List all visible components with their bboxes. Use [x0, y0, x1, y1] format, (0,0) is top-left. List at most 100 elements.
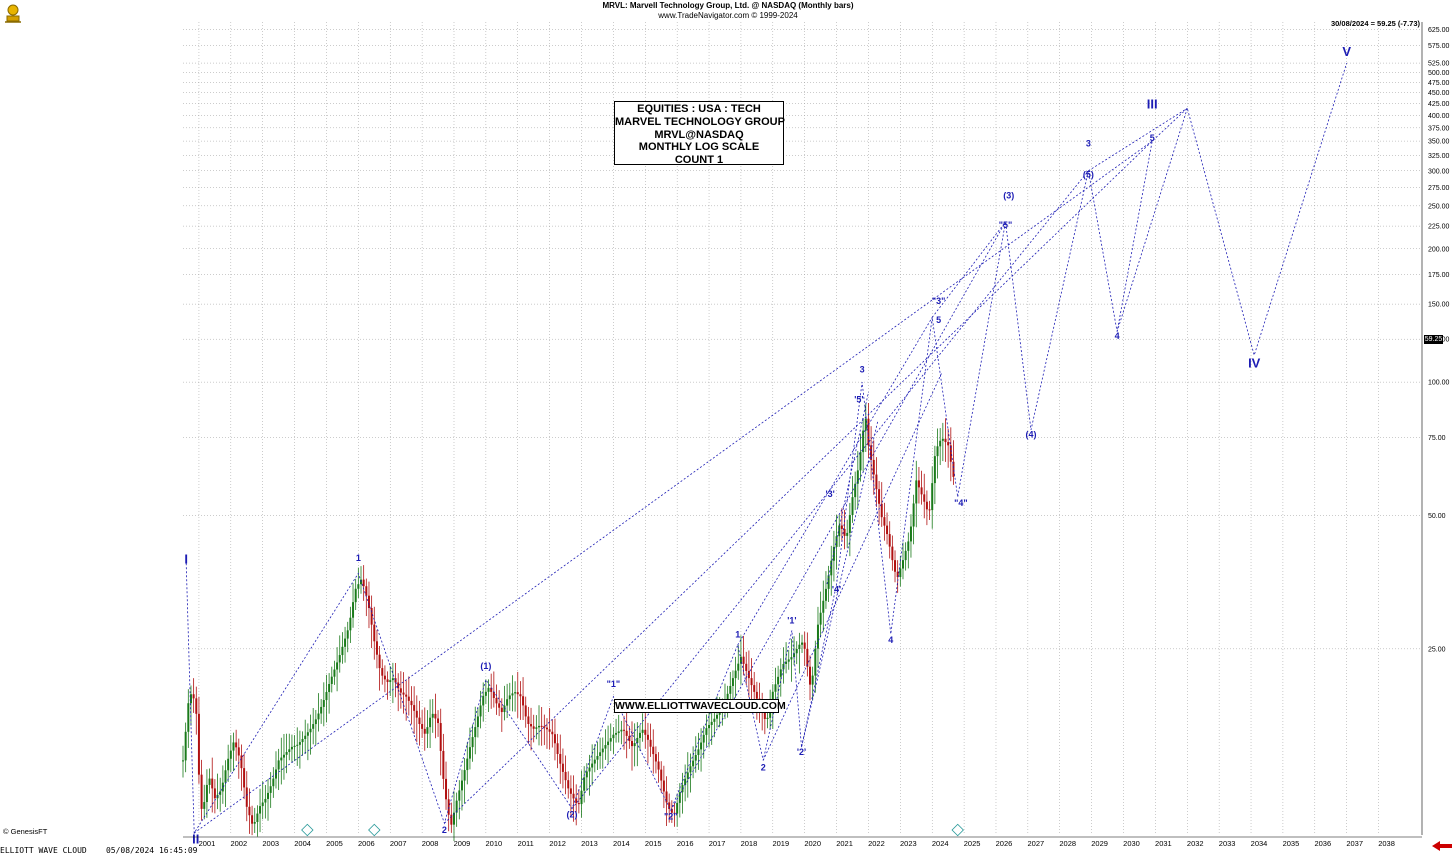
candle-body [293, 745, 296, 747]
chart-title: MRVL: Marvell Technology Group, Ltd. @ N… [602, 1, 854, 10]
candle-body [915, 480, 918, 504]
wave-label: '3' [826, 489, 835, 499]
candle-body [450, 814, 453, 825]
candle-body [883, 517, 886, 526]
candle-body [803, 642, 806, 649]
candle-body [370, 608, 373, 625]
candle-body [261, 802, 264, 807]
candle-body [500, 707, 503, 713]
y-tick-label: 100.00 [1428, 380, 1450, 387]
candle-body [445, 778, 448, 800]
candle-body [585, 771, 588, 778]
candle-body [375, 641, 378, 655]
candle-body [413, 705, 416, 711]
candle-body [312, 724, 315, 729]
candle-body [867, 418, 870, 446]
candle-body [838, 525, 841, 537]
x-tick-label: 2030 [1123, 839, 1140, 848]
candle-body [495, 697, 498, 704]
candle-body [548, 729, 551, 732]
candle-body [280, 757, 283, 761]
wave-label: (3) [1003, 190, 1014, 200]
candle-body [415, 710, 418, 718]
candle-body [267, 792, 270, 799]
y-tick-label: 400.00 [1428, 113, 1450, 120]
candle-body [583, 777, 586, 791]
candle-body [644, 729, 647, 735]
candle-body [846, 532, 849, 536]
wave-label: 4 [1115, 331, 1120, 341]
candle-body [593, 759, 596, 764]
candle-body [195, 698, 198, 714]
candle-body [612, 734, 615, 739]
candle-body [341, 646, 344, 656]
y-axis: 25.0050.0075.00100.00125.00150.00175.002… [1421, 22, 1450, 835]
candle-body [256, 813, 259, 822]
x-tick-label: 2002 [230, 839, 247, 848]
wave-label: "3" [932, 296, 946, 306]
y-tick-label: 250.00 [1428, 203, 1450, 210]
candle-body [527, 716, 530, 724]
wave-label: '1' [787, 616, 796, 626]
candle-body [381, 668, 384, 676]
y-tick-label: 525.00 [1428, 61, 1450, 68]
candle-body [729, 685, 732, 694]
wave-label: "1" [607, 679, 621, 689]
wave-label: 5 [1150, 133, 1155, 143]
x-tick-label: 2010 [486, 839, 503, 848]
candle-body [386, 679, 389, 683]
wave-label: 3 [1086, 139, 1091, 149]
candle-body [896, 571, 899, 577]
wave-label: 4 [888, 635, 893, 645]
candle-body [806, 648, 809, 667]
wave-label: 2 [442, 825, 447, 835]
y-tick-label: 425.00 [1428, 101, 1450, 108]
candle-body [859, 452, 862, 471]
candle-body [511, 693, 514, 696]
x-tick-label: 2031 [1155, 839, 1172, 848]
y-tick-label: 450.00 [1428, 90, 1450, 97]
info-line: MONTHLY LOG SCALE [638, 141, 760, 154]
candle-body [755, 691, 758, 699]
candle-body [668, 802, 671, 810]
candle-body [894, 560, 897, 572]
candle-body [476, 716, 479, 728]
y-tick-label: 150.00 [1428, 302, 1450, 309]
x-tick-label: 2017 [709, 839, 726, 848]
wave-line [931, 221, 1006, 318]
candle-body [455, 800, 458, 813]
wave-label: (2) [566, 810, 577, 820]
x-tick-label: 2019 [772, 839, 789, 848]
candle-body [564, 771, 567, 781]
x-tick-label: 2033 [1219, 839, 1236, 848]
candle-body [657, 761, 660, 770]
candle-body [793, 653, 796, 658]
candle-body [878, 489, 881, 504]
x-tick-label: 2021 [836, 839, 853, 848]
y-tick-label: 325.00 [1428, 153, 1450, 160]
candlestick-series [182, 403, 955, 841]
candle-body [540, 725, 543, 727]
wave-label: 1 [356, 553, 361, 563]
candle-body [349, 617, 352, 631]
scroll-left-arrow-icon[interactable] [1432, 841, 1452, 851]
candle-body [785, 661, 788, 664]
candle-body [777, 676, 780, 685]
x-tick-label: 2024 [932, 839, 949, 848]
candle-body [692, 760, 695, 767]
last-price-label: 30/08/2024 = 59.25 (-7.73) [1330, 19, 1420, 28]
x-tick-label: 2028 [1059, 839, 1076, 848]
candle-body [330, 676, 333, 684]
candle-body [646, 734, 649, 740]
wave-label: 5 [936, 315, 941, 325]
candle-body [577, 803, 580, 805]
candle-body [410, 700, 413, 706]
candle-body [259, 806, 262, 814]
y-tick-label: 50.00 [1428, 513, 1446, 520]
candle-body [708, 725, 711, 729]
candle-body [809, 666, 812, 685]
candle-body [660, 769, 663, 781]
wave-label: (5) [1083, 169, 1094, 179]
candle-body [851, 497, 854, 516]
wave-label: (4) [1026, 429, 1037, 439]
